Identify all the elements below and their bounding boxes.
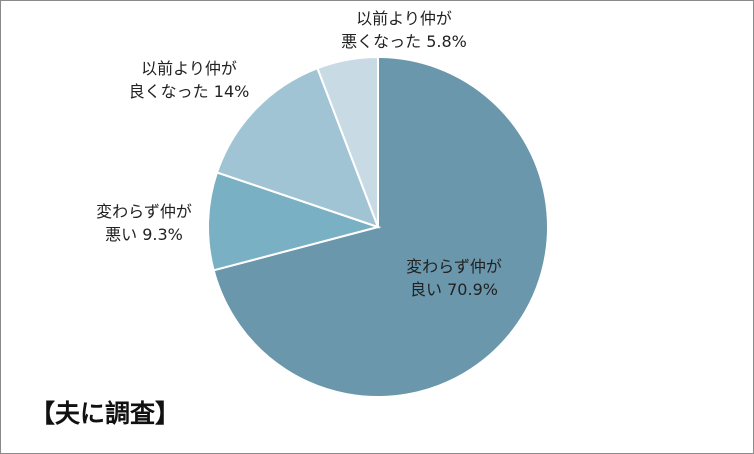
pie-slices <box>207 55 549 398</box>
slice-label-worse-line1: 以前より仲が <box>356 9 452 28</box>
slice-label-bad-same-line1: 変わらず仲が <box>96 202 192 221</box>
pie-slice-bad-same <box>207 171 382 272</box>
pie-slice-better <box>215 66 380 229</box>
slice-label-good-same-line2: 良い 70.9% <box>410 280 498 299</box>
slice-label-bad-same-line2: 悪い 9.3% <box>105 225 183 244</box>
pie-slice-worse <box>316 55 379 228</box>
chart-title: 【夫に調査】 <box>30 399 181 428</box>
slice-label-better-line2: 良くなった 14% <box>129 82 250 101</box>
slice-label-good-same-line1: 変わらず仲が <box>406 257 502 276</box>
slice-label-worse-line2: 悪くなった 5.8% <box>341 32 467 51</box>
slice-label-better-line1: 以前より仲が <box>141 59 237 78</box>
